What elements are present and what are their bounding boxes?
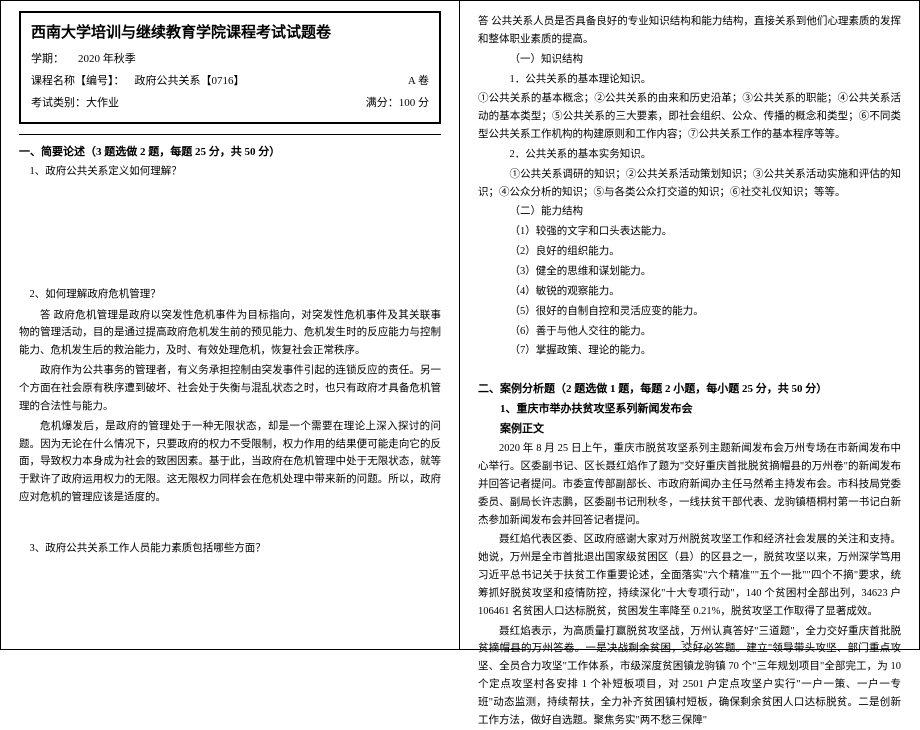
exam-type-label: 考试类别：大作业 [31,94,119,110]
course-line: 课程名称【编号】： 政府公共关系【0716】 A 卷 [31,72,429,88]
section1-title: 一、简要论述（3 题选做 2 题，每题 25 分，共 50 分） [19,143,441,159]
r1: 答 公共关系人员是否具备良好的专业知识结构和能力结构，直接关系到他们心理素质的发… [478,13,901,49]
semester-value: 2020 年秋季 [78,50,136,66]
r3: 1．公共关系的基本理论知识。 [478,71,901,89]
q2-ans3: 危机爆发后，是政府的管理处于一种无限状态，却是一个需要在理论上深入探讨的问题。因… [19,418,441,507]
r8: （1）较强的文字和口头表达能力。 [478,223,901,241]
exam-type-line: 考试类别：大作业 满分：100 分 [31,94,429,110]
r2: （一）知识结构 [478,51,901,69]
c1: 2020 年 8 月 25 日上午，重庆市脱贫攻坚系列主题新闻发布会万州专场在市… [478,440,901,529]
semester-line: 学期： 2020 年秋季 [31,50,429,66]
case1-title: 1、重庆市举办扶贫攻坚系列新闻发布会 [478,400,901,416]
r6: ①公共关系调研的知识；②公共关系活动策划知识；③公共关系活动实施和评估的知识；④… [478,166,901,202]
q2: 2、如何理解政府危机管理？ [19,286,441,303]
exam-header-box: 西南大学培训与继续教育学院课程考试试题卷 学期： 2020 年秋季 课程名称【编… [19,11,441,124]
r4: ①公共关系的基本概念；②公共关系的由来和历史沿革；③公共关系的职能；④公共关系活… [478,90,901,144]
course-value: 政府公共关系【0716】 [135,72,245,88]
q2-ans1: 答 政府危机管理是政府以突发性危机事件为目标指向，对突发性危机事件及其关联事物的… [19,307,441,361]
r5: 2．公共关系的基本实务知识。 [478,146,901,164]
r12: （5）很好的自制自控和灵活应变的能力。 [478,303,901,321]
r13: （6）善于与他人交往的能力。 [478,323,901,341]
institution-title: 西南大学培训与继续教育学院课程考试试题卷 [31,21,429,42]
r7: （二）能力结构 [478,203,901,221]
divider [19,134,441,135]
r14: （7）掌握政策、理论的能力。 [478,342,901,360]
r11: （4）敏锐的观察能力。 [478,283,901,301]
paper-label: A 卷 [408,72,429,88]
section2-title: 二、案例分析题（2 题选做 1 题，每题 2 小题，每小题 25 分，共 50 … [478,380,901,396]
r9: （2）良好的组织能力。 [478,243,901,261]
q1: 1、政府公共关系定义如何理解？ [19,163,441,180]
case1-subtitle: 案例正文 [478,420,901,436]
q3: 3、政府公共关系工作人员能力素质包括哪些方面？ [19,540,441,557]
c2: 聂红焰代表区委、区政府感谢大家对万州脱贫攻坚工作和经济社会发展的关注和支持。她说… [478,531,901,620]
semester-label: 学期： [31,50,64,66]
q2-ans2: 政府作为公共事务的管理者，有义务承担控制由突发事件引起的连锁反应的责任。另一个方… [19,362,441,416]
page-number: - 1 - [460,636,919,647]
r10: （3）健全的思维和谋划能力。 [478,263,901,281]
score-label: 满分：100 分 [366,94,429,110]
course-label: 课程名称【编号】： [31,72,125,88]
